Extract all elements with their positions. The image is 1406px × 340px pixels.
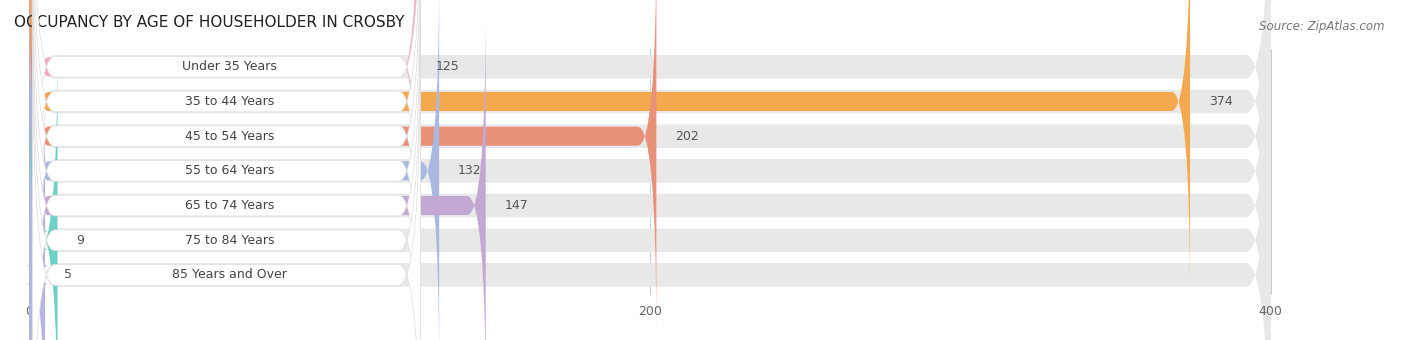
- FancyBboxPatch shape: [32, 8, 420, 340]
- FancyBboxPatch shape: [30, 0, 418, 266]
- Text: 202: 202: [675, 130, 699, 143]
- FancyBboxPatch shape: [30, 0, 1271, 340]
- Text: 147: 147: [505, 199, 529, 212]
- FancyBboxPatch shape: [30, 0, 1189, 300]
- FancyBboxPatch shape: [30, 0, 1271, 340]
- FancyBboxPatch shape: [32, 0, 420, 340]
- FancyBboxPatch shape: [30, 9, 1271, 340]
- Text: 132: 132: [458, 164, 481, 177]
- FancyBboxPatch shape: [27, 76, 48, 340]
- Text: 125: 125: [436, 60, 460, 73]
- FancyBboxPatch shape: [32, 0, 420, 340]
- FancyBboxPatch shape: [30, 0, 1271, 340]
- FancyBboxPatch shape: [30, 0, 439, 340]
- FancyBboxPatch shape: [32, 42, 420, 340]
- Text: OCCUPANCY BY AGE OF HOUSEHOLDER IN CROSBY: OCCUPANCY BY AGE OF HOUSEHOLDER IN CROSB…: [14, 15, 405, 30]
- Text: 45 to 54 Years: 45 to 54 Years: [186, 130, 274, 143]
- FancyBboxPatch shape: [32, 0, 420, 334]
- Text: 65 to 74 Years: 65 to 74 Years: [186, 199, 274, 212]
- FancyBboxPatch shape: [32, 0, 420, 299]
- Text: 85 Years and Over: 85 Years and Over: [173, 268, 287, 282]
- FancyBboxPatch shape: [32, 0, 420, 340]
- FancyBboxPatch shape: [30, 0, 657, 335]
- Text: Source: ZipAtlas.com: Source: ZipAtlas.com: [1260, 20, 1385, 33]
- Text: 5: 5: [63, 268, 72, 282]
- FancyBboxPatch shape: [30, 0, 1271, 340]
- Text: 374: 374: [1209, 95, 1233, 108]
- Text: Under 35 Years: Under 35 Years: [183, 60, 277, 73]
- FancyBboxPatch shape: [30, 0, 1271, 333]
- FancyBboxPatch shape: [30, 7, 485, 340]
- Text: 35 to 44 Years: 35 to 44 Years: [186, 95, 274, 108]
- Text: 9: 9: [76, 234, 84, 247]
- FancyBboxPatch shape: [30, 0, 1271, 340]
- Text: 55 to 64 Years: 55 to 64 Years: [186, 164, 274, 177]
- Text: 75 to 84 Years: 75 to 84 Years: [186, 234, 274, 247]
- FancyBboxPatch shape: [30, 42, 58, 340]
